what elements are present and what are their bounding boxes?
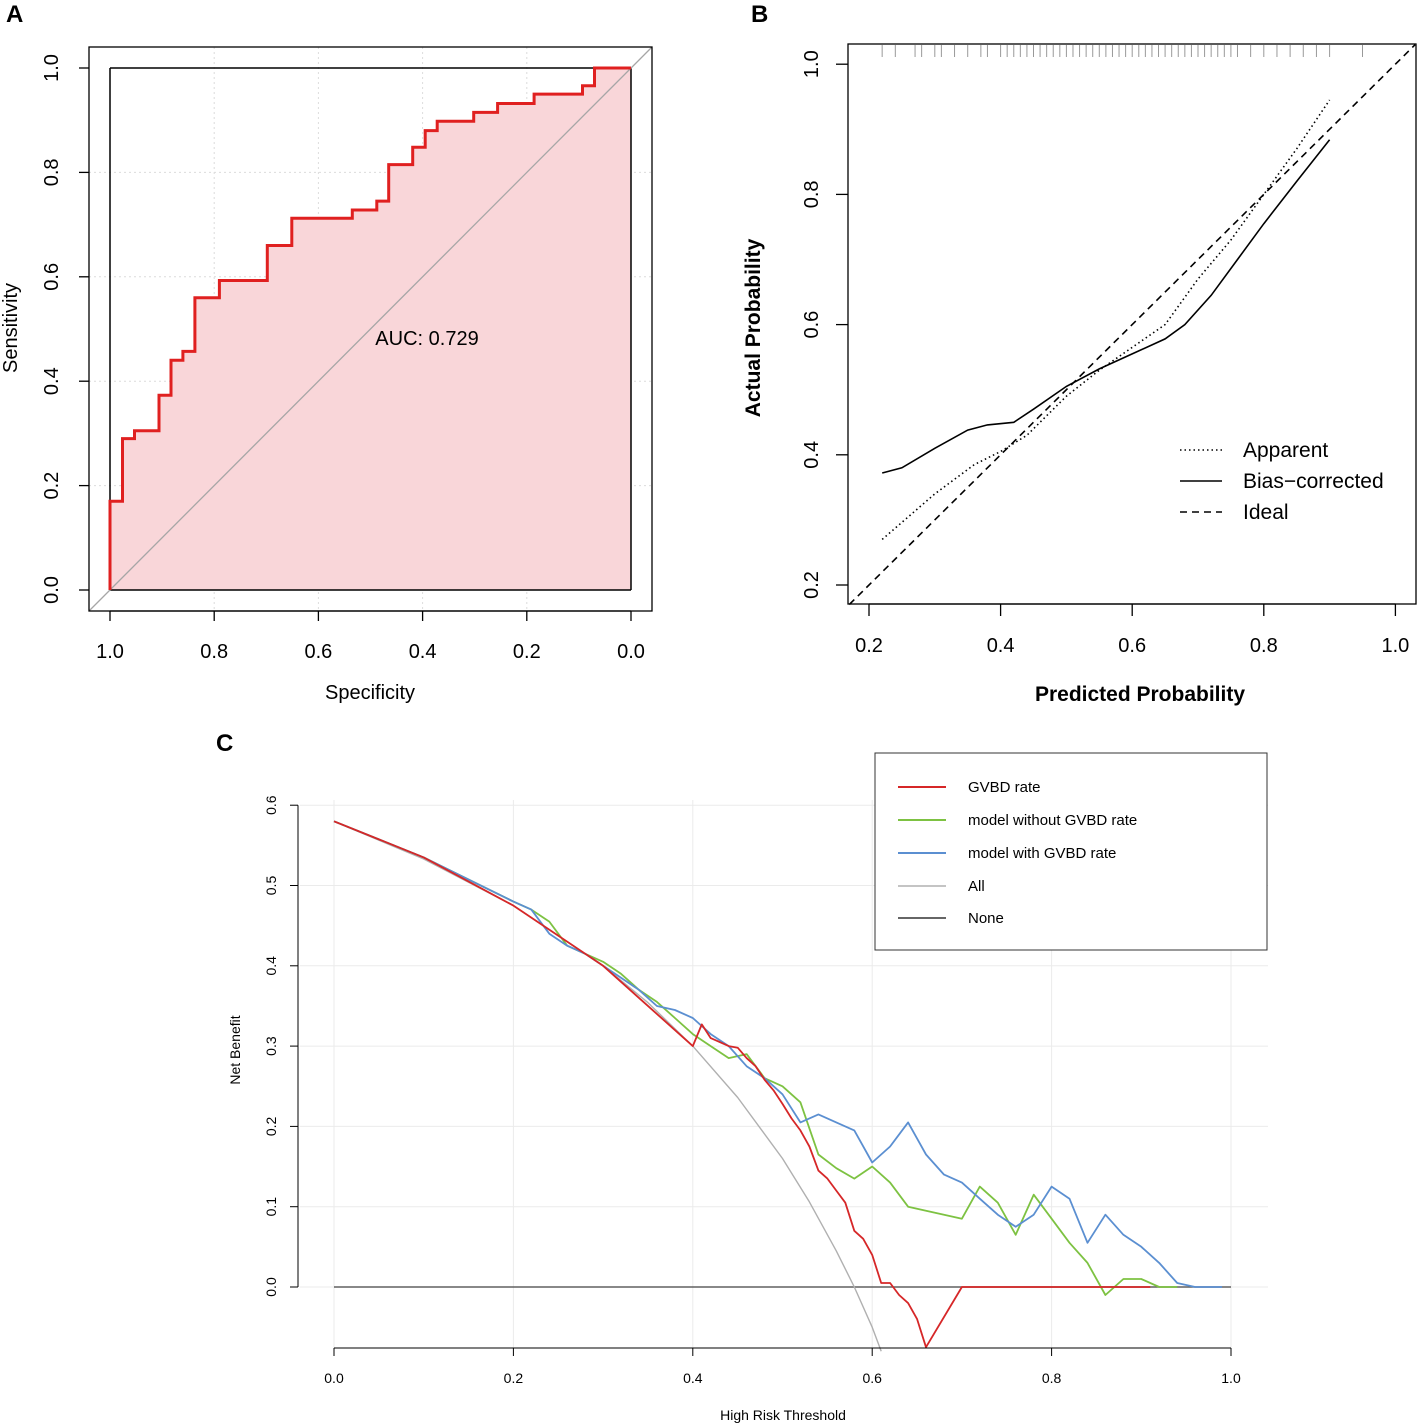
x-tick-label-0: 0.2 (855, 635, 883, 657)
legend-none-label: None (968, 910, 1004, 927)
chance-diagonal (88, 46, 653, 612)
y-tick-label-4: 0.4 (263, 956, 279, 976)
panel-c-x-label: High Risk Threshold (720, 1407, 846, 1423)
legend-box (874, 752, 1268, 951)
y-tick-label-2: 0.6 (801, 311, 823, 339)
panel-c-decision-curve: C 0.0 0.2 0.4 0.6 0.8 1.0 0.00.10.20.30.40.50… (216, 730, 1268, 1423)
y-tick-label-1: 0.2 (41, 472, 63, 500)
y-tick-label-5: 0.5 (263, 876, 279, 896)
x-tick-label-4: 0.2 (513, 641, 541, 663)
panel-c-series (333, 820, 1231, 1352)
x-tick-label-4: 0.8 (1042, 1370, 1062, 1386)
ideal-line (848, 44, 1416, 606)
y-tick-label-0: 0.0 (41, 576, 63, 604)
x-tick-label-5: 0.0 (617, 641, 645, 663)
x-tick-label-1: 0.2 (504, 1370, 524, 1386)
legend-model-without-label: model without GVBD rate (968, 812, 1137, 829)
panel-b-y-label: Actual Probability (742, 238, 765, 417)
x-tick-label-2: 0.4 (683, 1370, 703, 1386)
x-tick-label-2: 0.6 (1118, 635, 1146, 657)
auc-label: AUC: 0.729 (375, 328, 478, 350)
panel-b-legend: Apparent Bias−corrected Ideal (1180, 439, 1384, 524)
panel-a-x-axis: 1.0 0.8 0.6 0.4 0.2 0.0 (96, 610, 645, 663)
legend-gvbd-rate-label: GVBD rate (968, 779, 1041, 796)
y-tick-label-2: 0.2 (263, 1116, 279, 1136)
y-tick-label-0: 0.2 (801, 571, 823, 599)
x-tick-label-3: 0.6 (862, 1370, 882, 1386)
legend-bias-corrected-label: Bias−corrected (1243, 470, 1384, 493)
x-tick-label-3: 0.4 (409, 641, 437, 663)
y-tick-label-4: 0.8 (41, 158, 63, 186)
panel-a-letter: A (6, 1, 23, 28)
x-tick-label-1: 0.4 (987, 635, 1015, 657)
panel-c-letter: C (216, 730, 233, 757)
y-tick-label-1: 0.4 (801, 441, 823, 469)
panel-b-x-label: Predicted Probability (1035, 683, 1245, 706)
panel-c-legend: GVBD rate model without GVBD rate model … (874, 752, 1268, 951)
panel-c-y-label: Net Benefit (227, 1015, 243, 1084)
bias-corrected-curve (881, 139, 1331, 474)
x-tick-label-2: 0.6 (304, 641, 332, 663)
y-tick-label-5: 1.0 (41, 54, 63, 82)
y-tick-label-3: 0.6 (41, 263, 63, 291)
x-tick-label-5: 1.0 (1221, 1370, 1241, 1386)
panel-c-y-axis: 0.0 0.1 0.2 0.3 0.4 0.5 0.6 (263, 795, 299, 1297)
panel-b-y-axis: 0.2 0.4 0.6 0.8 1.0 (801, 50, 848, 599)
panel-a-y-axis: 0.0 0.2 0.4 0.6 0.8 1.0 (41, 54, 89, 604)
x-tick-label-3: 0.8 (1250, 635, 1278, 657)
y-tick-label-1: 0.1 (263, 1197, 279, 1217)
roc-curve (108, 66, 631, 590)
panel-a-x-label: Specificity (325, 682, 415, 704)
panel-b-x-axis: 0.2 0.4 0.6 0.8 1.0 (855, 603, 1409, 657)
series-model-without-gvbd-rate (333, 820, 1178, 1296)
y-tick-label-3: 0.8 (801, 180, 823, 208)
y-tick-label-6: 0.6 (263, 795, 279, 815)
series-gvbd-rate (333, 820, 1151, 1349)
panel-b-calibration: B 0.2 0.4 0.6 0.8 1.0 0.2 0.4 0.6 0.8 1.0 Appare… (742, 1, 1417, 706)
x-tick-label-0: 1.0 (96, 641, 124, 663)
legend-all-label: All (968, 878, 985, 895)
legend-model-with-label: model with GVBD rate (968, 845, 1116, 862)
y-tick-label-0: 0.0 (263, 1277, 279, 1297)
x-tick-label-0: 0.0 (324, 1370, 344, 1386)
panel-c-x-axis: 0.0 0.2 0.4 0.6 0.8 1.0 (324, 1347, 1241, 1386)
legend-apparent-label: Apparent (1243, 439, 1328, 462)
y-tick-label-2: 0.4 (41, 367, 63, 395)
y-tick-label-3: 0.3 (263, 1036, 279, 1056)
x-tick-label-1: 0.8 (200, 641, 228, 663)
panel-a-roc: A AUC: 0.729 1.0 0.8 0.6 0.4 0.2 0.0 0.00.20.… (0, 1, 653, 704)
series-all (333, 820, 882, 1352)
panel-a-y-label: Sensitivity (0, 283, 22, 373)
x-tick-label-4: 1.0 (1381, 635, 1409, 657)
prediction-rug (881, 45, 1363, 57)
legend-ideal-label: Ideal (1243, 501, 1289, 524)
panel-b-letter: B (751, 1, 768, 28)
y-tick-label-4: 1.0 (801, 50, 823, 78)
